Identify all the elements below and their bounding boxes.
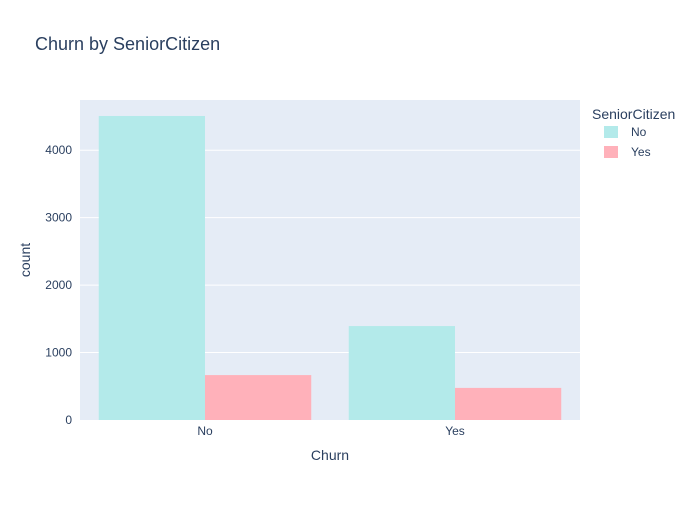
legend-swatch[interactable] (604, 146, 618, 158)
y-tick-label: 0 (65, 413, 72, 427)
y-tick-label: 1000 (45, 346, 72, 360)
bar-no-yes[interactable] (348, 326, 455, 420)
x-axis-ticks: No Yes (197, 424, 464, 438)
y-axis-ticks: 0 1000 2000 3000 4000 (45, 143, 72, 427)
chart-title: Churn by SeniorCitizen (35, 34, 220, 54)
x-tick-label: No (197, 424, 213, 438)
y-tick-label: 3000 (45, 211, 72, 225)
legend[interactable]: SeniorCitizen No Yes (592, 106, 675, 159)
x-tick-label: Yes (445, 424, 465, 438)
bar-yes-yes[interactable] (455, 387, 562, 420)
legend-item-label[interactable]: Yes (631, 145, 651, 159)
y-tick-label: 4000 (45, 143, 72, 157)
bars (98, 115, 562, 420)
bar-no-no[interactable] (98, 115, 205, 420)
legend-item-label[interactable]: No (631, 125, 647, 139)
bar-yes-no[interactable] (205, 375, 312, 420)
y-axis-title: count (17, 243, 33, 277)
legend-swatch[interactable] (604, 126, 618, 138)
y-tick-label: 2000 (45, 278, 72, 292)
x-axis-title: Churn (311, 447, 349, 463)
legend-title: SeniorCitizen (592, 106, 675, 122)
legend-items: No Yes (604, 125, 651, 159)
